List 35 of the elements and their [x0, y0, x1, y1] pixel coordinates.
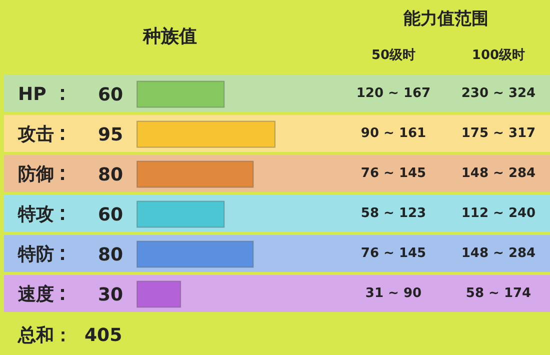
text: 175 ~ 317 — [460, 125, 537, 143]
chart-title: 种族值 — [142, 25, 198, 49]
text: 58 ~ 123 — [360, 205, 428, 223]
text: 76 ~ 145 — [360, 245, 428, 263]
data-label: 30 — [98, 284, 123, 306]
bar — [136, 240, 254, 268]
bar — [136, 200, 225, 228]
y-tick-label: 速度 — [18, 284, 54, 305]
bar — [136, 120, 276, 148]
text: 100级时 — [470, 47, 526, 65]
data-label: 95 — [98, 124, 123, 146]
y-tick-label: 特攻 — [17, 204, 54, 225]
text: 50级时 — [370, 47, 417, 65]
text: 31 ~ 90 — [364, 285, 423, 303]
text: 总和： 405 — [18, 324, 122, 348]
y-tick-label: 防御 — [18, 164, 54, 185]
text: 能力值范围 — [402, 8, 490, 30]
text: 120 ~ 167 — [355, 85, 432, 103]
text: 230 ~ 324 — [460, 85, 537, 103]
y-tick-label: 特防 — [17, 244, 54, 265]
bar — [136, 280, 182, 308]
text: 58 ~ 174 — [464, 285, 532, 303]
text: 90 ~ 161 — [360, 125, 428, 143]
text: 148 ~ 284 — [460, 245, 537, 263]
data-label: 80 — [98, 244, 123, 266]
y-tick-label: 攻击 — [17, 124, 54, 145]
bar — [136, 160, 254, 188]
bar — [136, 80, 225, 108]
data-label: 60 — [98, 204, 123, 226]
text: 148 ~ 284 — [460, 165, 537, 183]
y-tick-label: HP — [18, 84, 46, 105]
text: 112 ~ 240 — [460, 205, 537, 223]
data-label: 80 — [98, 164, 123, 186]
text: 76 ~ 145 — [360, 165, 428, 183]
data-label: 60 — [98, 84, 123, 106]
